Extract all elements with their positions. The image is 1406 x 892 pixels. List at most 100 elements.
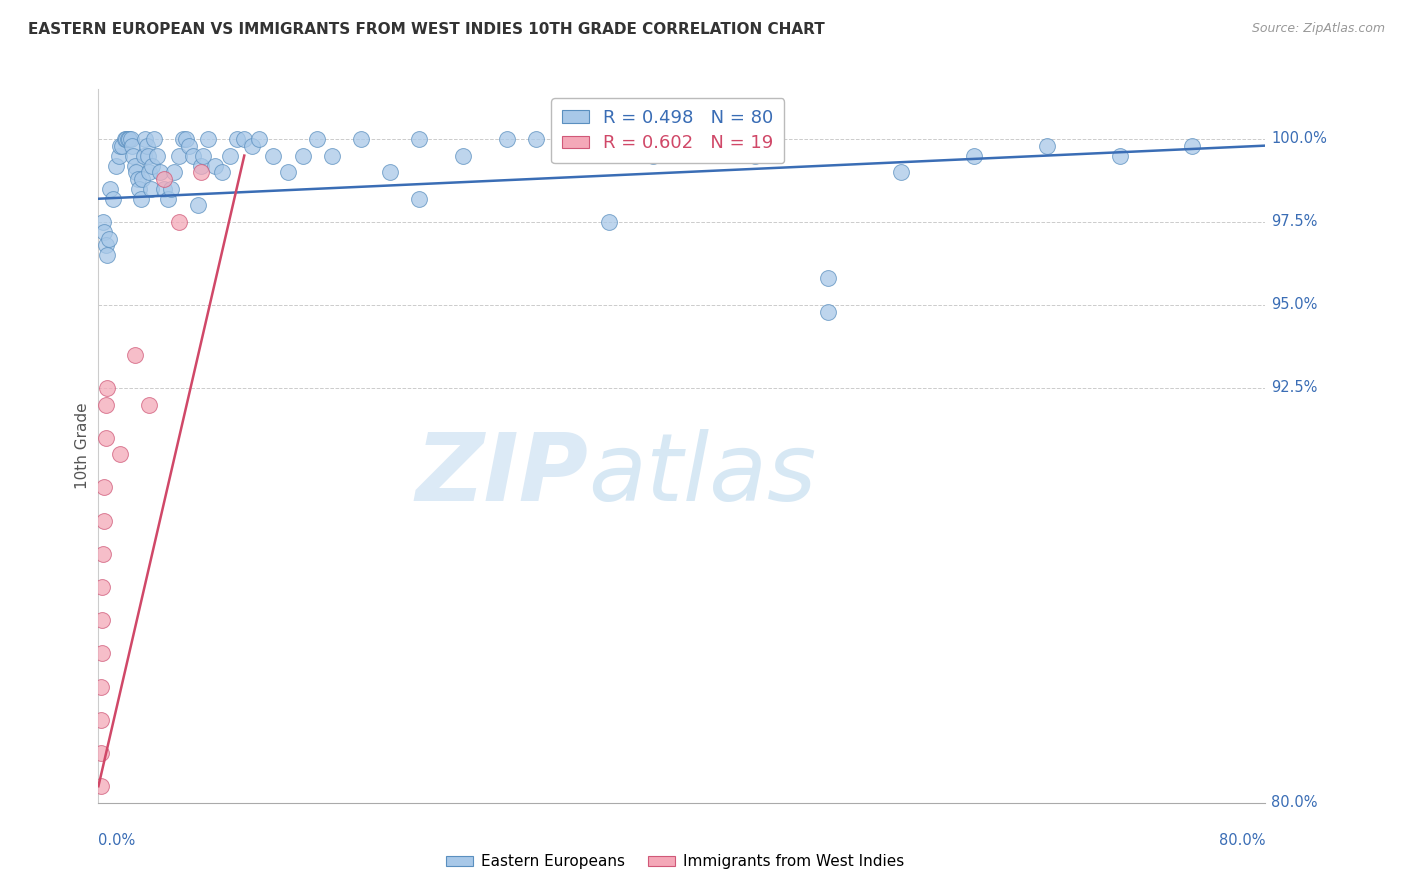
Point <box>1108 148 1130 162</box>
Point <box>167 148 190 162</box>
Text: 97.5%: 97.5% <box>1271 214 1317 229</box>
Point <box>124 159 146 173</box>
Point <box>98 182 121 196</box>
Point <box>262 148 284 162</box>
Point <box>128 182 150 196</box>
Point <box>700 132 723 146</box>
Point <box>101 192 124 206</box>
Point <box>181 148 204 162</box>
Point <box>378 165 402 179</box>
Point <box>172 132 194 146</box>
Point <box>96 381 118 395</box>
Point <box>204 159 226 173</box>
Point <box>91 580 114 594</box>
Point <box>307 132 329 146</box>
Text: 95.0%: 95.0% <box>1271 297 1317 312</box>
Point <box>129 192 152 206</box>
Point <box>111 138 134 153</box>
Point <box>408 132 430 146</box>
Point <box>350 132 373 146</box>
Text: 92.5%: 92.5% <box>1271 380 1317 395</box>
Point <box>115 132 138 146</box>
Point <box>142 132 165 146</box>
Text: 80.0%: 80.0% <box>1219 833 1265 848</box>
Point <box>97 231 120 245</box>
Point <box>451 148 474 162</box>
Point <box>118 132 141 146</box>
Point <box>149 165 172 179</box>
Point <box>138 165 160 179</box>
Point <box>138 397 160 411</box>
Legend: R = 0.498   N = 80, R = 0.602   N = 19: R = 0.498 N = 80, R = 0.602 N = 19 <box>551 98 785 163</box>
Point <box>211 165 233 179</box>
Point <box>91 215 114 229</box>
Point <box>495 132 517 146</box>
Point <box>141 159 163 173</box>
Point <box>94 238 117 252</box>
Point <box>108 148 131 162</box>
Point <box>110 138 132 153</box>
Point <box>233 132 256 146</box>
Point <box>226 132 249 146</box>
Point <box>120 132 142 146</box>
Point <box>321 148 343 162</box>
Point <box>117 132 139 146</box>
Point <box>524 132 547 146</box>
Point <box>93 514 115 528</box>
Point <box>177 138 200 153</box>
Point <box>193 148 215 162</box>
Point <box>1035 138 1057 153</box>
Y-axis label: 10th Grade: 10th Grade <box>75 402 90 490</box>
Legend: Eastern Europeans, Immigrants from West Indies: Eastern Europeans, Immigrants from West … <box>440 848 910 875</box>
Point <box>190 165 212 179</box>
Point <box>291 148 314 162</box>
Text: 80.0%: 80.0% <box>1271 796 1317 810</box>
Point <box>197 132 219 146</box>
Point <box>93 225 115 239</box>
Text: ZIP: ZIP <box>416 428 589 521</box>
Point <box>96 248 118 262</box>
Point <box>94 431 117 445</box>
Point <box>174 132 197 146</box>
Point <box>136 148 159 162</box>
Point <box>157 192 180 206</box>
Point <box>146 148 169 162</box>
Text: 0.0%: 0.0% <box>98 833 135 848</box>
Point <box>641 148 664 162</box>
Point <box>160 182 183 196</box>
Point <box>817 304 839 318</box>
Point <box>744 148 766 162</box>
Point <box>153 171 176 186</box>
Point <box>277 165 299 179</box>
Text: atlas: atlas <box>589 429 817 520</box>
Point <box>962 148 984 162</box>
Point <box>90 647 112 661</box>
Point <box>93 481 115 495</box>
Point <box>104 159 127 173</box>
Text: Source: ZipAtlas.com: Source: ZipAtlas.com <box>1251 22 1385 36</box>
Point <box>598 215 620 229</box>
Point <box>135 138 157 153</box>
Point <box>817 271 839 285</box>
Text: 100.0%: 100.0% <box>1271 131 1327 146</box>
Point <box>163 165 186 179</box>
Point <box>90 613 112 627</box>
Point <box>90 746 112 760</box>
Point <box>121 138 143 153</box>
Point <box>127 171 149 186</box>
Point <box>90 680 112 694</box>
Point <box>890 165 912 179</box>
Point <box>218 148 240 162</box>
Point <box>96 397 118 411</box>
Point <box>114 132 136 146</box>
Point <box>408 192 430 206</box>
Point <box>187 198 209 212</box>
Point <box>554 132 576 146</box>
Point <box>598 132 620 146</box>
Point <box>167 215 190 229</box>
Point <box>110 447 132 461</box>
Point <box>125 165 148 179</box>
Point <box>91 547 114 561</box>
Point <box>247 132 270 146</box>
Point <box>124 348 146 362</box>
